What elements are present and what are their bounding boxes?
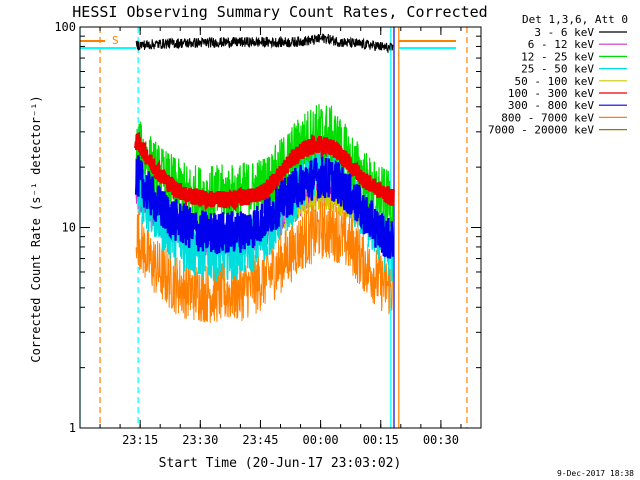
legend-label-4: 50 - 100 keV <box>515 75 595 88</box>
x-tick-label-1: 23:30 <box>182 433 218 447</box>
series-trace-100-300keV <box>134 131 395 212</box>
series-trace-800-7000keV <box>135 200 394 323</box>
y-tick-label-2: 100 <box>54 20 76 34</box>
axes: 1 10 100 23:15 23:30 23:45 00:00 00:15 00:30 <box>54 20 482 447</box>
series-trace-12-25keV <box>135 104 394 234</box>
series-trace-3-6keV <box>135 33 394 53</box>
x-tick-label-0: 23:15 <box>122 433 158 447</box>
legend-label-8: 7000 - 20000 keV <box>488 124 594 137</box>
legend-label-0: 3 - 6 keV <box>534 26 594 39</box>
x-axis-label: Start Time (20-Jun-17 23:03:02) <box>159 456 402 471</box>
series-trace-300-800keV <box>134 155 394 259</box>
legend-label-5: 100 - 300 keV <box>508 87 594 100</box>
legend-label-7: 800 - 7000 keV <box>501 111 594 124</box>
legend-label-2: 12 - 25 keV <box>521 50 594 63</box>
x-tick-label-2: 23:45 <box>242 433 278 447</box>
y-axis-label: Corrected Count Rate (s⁻¹ detector⁻¹) <box>29 95 43 362</box>
chart-title: HESSI Observing Summary Count Rates, Cor… <box>72 3 487 21</box>
legend-label-3: 25 - 50 keV <box>521 63 594 76</box>
x-tick-label-3: 00:00 <box>303 433 339 447</box>
legend-title: Det 1,3,6, Att 0 <box>522 13 628 26</box>
x-tick-label-4: 00:15 <box>363 433 399 447</box>
y-tick-label-1: 10 <box>62 221 76 235</box>
x-tick-label-5: 00:30 <box>423 433 459 447</box>
y-tick-label-0: 1 <box>69 421 76 435</box>
data-series <box>134 33 395 323</box>
footer-date: 9-Dec-2017 18:38 <box>557 469 634 478</box>
legend-label-6: 300 - 800 keV <box>508 99 594 112</box>
saa-marker-label: S <box>112 34 119 47</box>
legend-label-1: 6 - 12 keV <box>528 38 595 51</box>
